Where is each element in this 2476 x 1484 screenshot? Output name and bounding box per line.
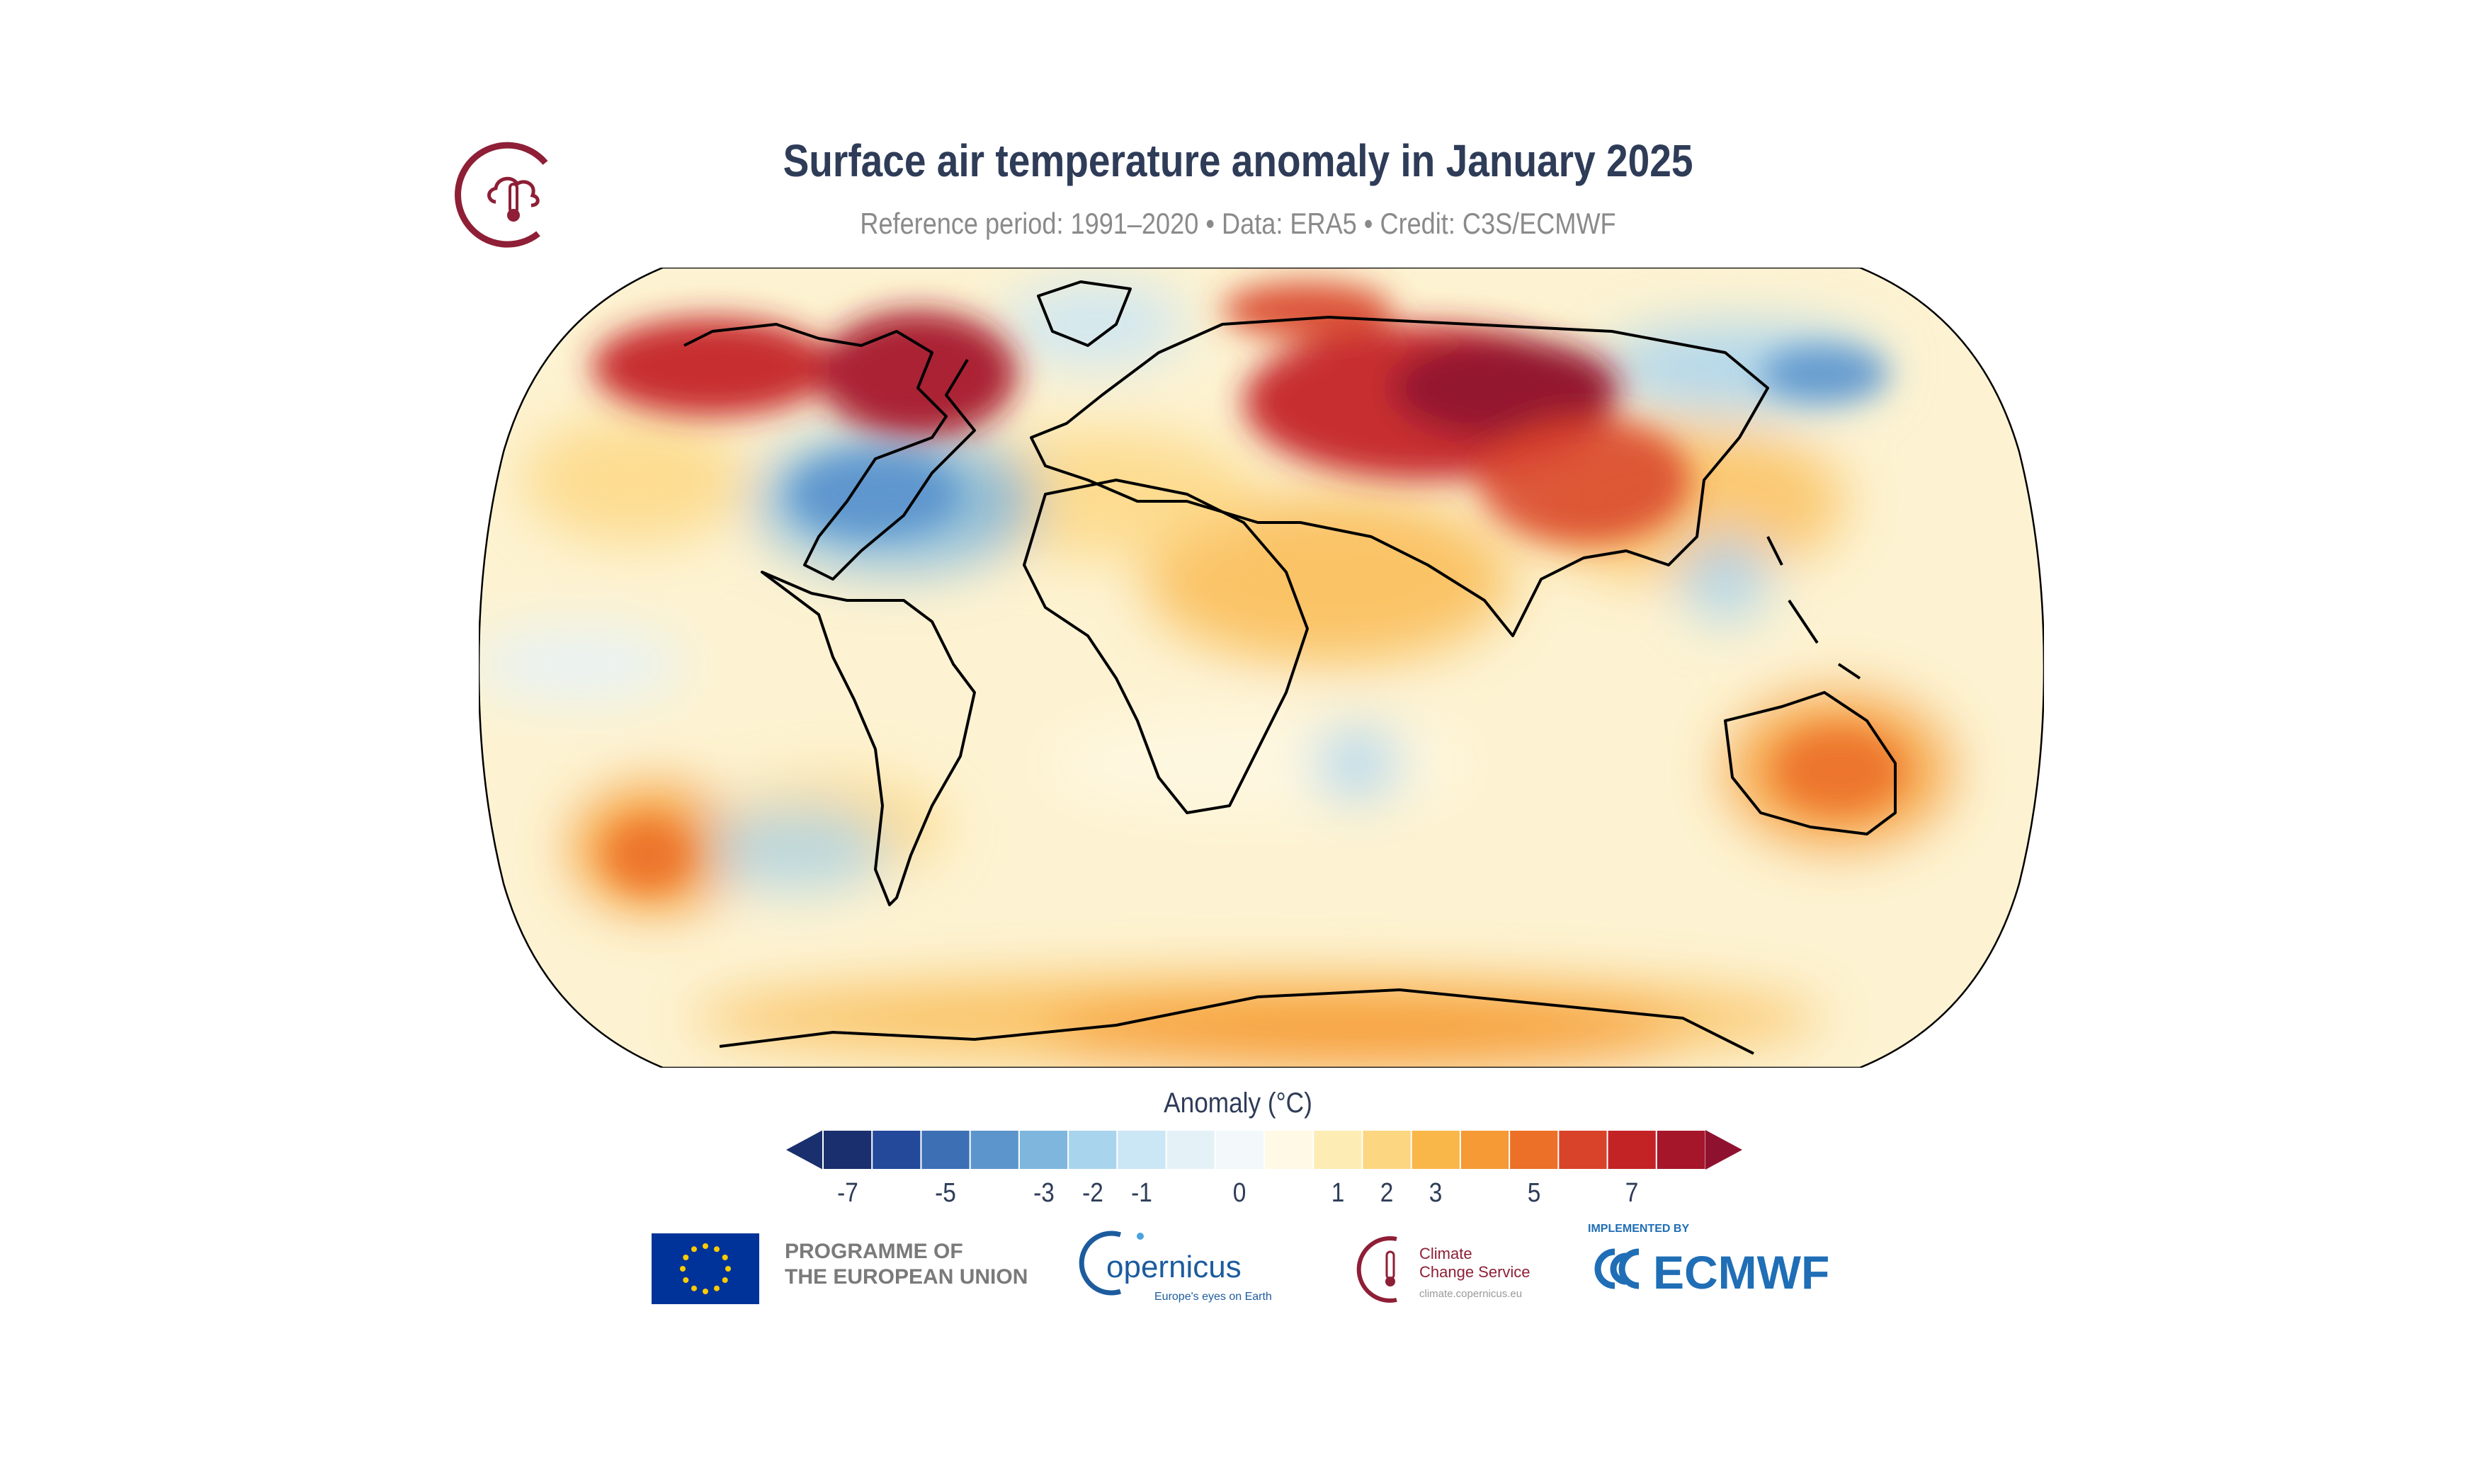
eu-star-icon bbox=[691, 1285, 697, 1291]
c3s-logo bbox=[455, 142, 548, 248]
colorbar-tick-label: -5 bbox=[935, 1178, 956, 1208]
c3s-url: climate.copernicus.eu bbox=[1419, 1288, 1522, 1300]
colorbar-segment bbox=[1509, 1130, 1560, 1170]
chart-subtitle: Reference period: 1991–2020 • Data: ERA5… bbox=[860, 207, 1616, 240]
colorbar-tick-label: 3 bbox=[1429, 1178, 1443, 1208]
copernicus-tagline: Europe's eyes on Earth bbox=[1154, 1291, 1272, 1303]
colorbar-tick-label: -1 bbox=[1131, 1178, 1152, 1208]
colorbar-segment bbox=[1312, 1130, 1363, 1170]
colorbar-extend-high bbox=[1705, 1130, 1742, 1170]
colorbar-tick-label: 2 bbox=[1380, 1178, 1394, 1208]
eu-star-icon bbox=[722, 1255, 728, 1260]
eu-star-icon bbox=[714, 1285, 720, 1291]
colorbar-segment bbox=[920, 1130, 972, 1170]
c3s-line1: Climate bbox=[1419, 1245, 1472, 1262]
c3s-line2: Change Service bbox=[1419, 1263, 1531, 1281]
eu-star-icon bbox=[683, 1255, 689, 1260]
eu-star-icon bbox=[714, 1246, 720, 1252]
eu-programme-text: PROGRAMME OF THE EUROPEAN UNION bbox=[785, 1239, 1028, 1290]
colorbar-segment bbox=[1116, 1130, 1168, 1170]
colorbar-segment bbox=[1067, 1130, 1118, 1170]
colorbar-tick-label: 7 bbox=[1625, 1178, 1639, 1208]
colorbar bbox=[786, 1130, 1742, 1170]
eu-star-icon bbox=[703, 1289, 708, 1294]
colorbar-tick-label: -2 bbox=[1081, 1178, 1103, 1208]
eu-text-line2: THE EUROPEAN UNION bbox=[785, 1265, 1028, 1289]
colorbar-segment bbox=[969, 1130, 1021, 1170]
eu-flag-logo bbox=[652, 1233, 759, 1304]
colorbar-extend-low bbox=[786, 1130, 823, 1170]
colorbar-segment bbox=[1606, 1130, 1658, 1170]
colorbar-segment bbox=[1459, 1130, 1511, 1170]
ecmwf-implemented-by: IMPLEMENTED BY bbox=[1588, 1223, 1689, 1235]
colorbar-segment bbox=[822, 1130, 873, 1170]
copernicus-wordmark: opernicus bbox=[1106, 1250, 1242, 1284]
colorbar-tick-label: 0 bbox=[1233, 1178, 1246, 1208]
eu-star-icon bbox=[725, 1266, 731, 1272]
copernicus-logo: opernicus Europe's eyes on Earth bbox=[1079, 1231, 1272, 1303]
eu-star-icon bbox=[703, 1243, 708, 1249]
colorbar-segment bbox=[1361, 1130, 1413, 1170]
colorbar-segment bbox=[871, 1130, 922, 1170]
colorbar-segment bbox=[1165, 1130, 1217, 1170]
chart-title: Surface air temperature anomaly in Janua… bbox=[783, 135, 1693, 186]
colorbar-tick-label: 5 bbox=[1527, 1178, 1541, 1208]
eu-star-icon bbox=[691, 1246, 697, 1252]
ecmwf-logo: IMPLEMENTED BY ECMWF bbox=[1588, 1223, 1829, 1298]
ecmwf-wordmark: ECMWF bbox=[1653, 1246, 1829, 1298]
colorbar-tick-label: 1 bbox=[1331, 1178, 1345, 1208]
colorbar-segment bbox=[1655, 1130, 1707, 1170]
anomaly-field bbox=[479, 282, 1952, 1068]
eu-star-icon bbox=[722, 1277, 728, 1283]
colorbar-segment bbox=[1557, 1130, 1609, 1170]
eu-star-icon bbox=[683, 1277, 689, 1283]
colorbar-segment bbox=[1018, 1130, 1069, 1170]
world-anomaly-map bbox=[479, 268, 2044, 1068]
colorbar-title: Anomaly (°C) bbox=[1164, 1088, 1312, 1119]
eu-text-line1: PROGRAMME OF bbox=[785, 1240, 963, 1263]
colorbar-tick-label: -3 bbox=[1033, 1178, 1055, 1208]
coastlines bbox=[683, 280, 1897, 1055]
globe-outline bbox=[479, 268, 2044, 1068]
colorbar-segment bbox=[1214, 1130, 1266, 1170]
climate-change-service-logo: Climate Change Service climate.copernicu… bbox=[1356, 1236, 1531, 1303]
eu-star-icon bbox=[680, 1266, 686, 1272]
colorbar-tick-label: -7 bbox=[836, 1178, 858, 1208]
colorbar-segment bbox=[1263, 1130, 1314, 1170]
colorbar-segment bbox=[1410, 1130, 1462, 1170]
